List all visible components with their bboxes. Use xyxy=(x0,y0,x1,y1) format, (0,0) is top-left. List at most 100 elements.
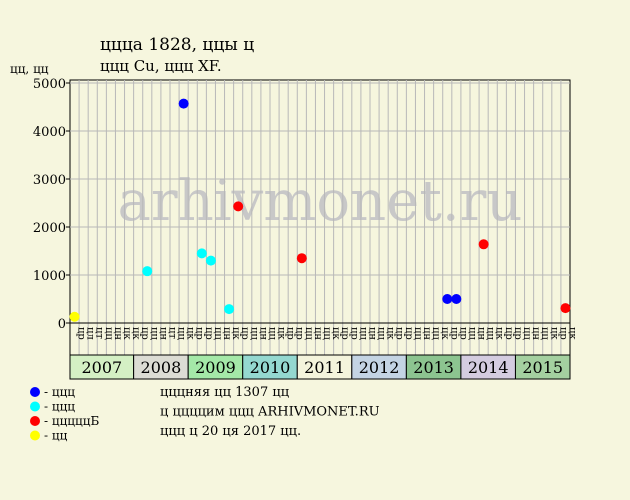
column-label: цр xyxy=(194,327,205,340)
chart-title: ццца 1828, ццы ц xyxy=(100,35,254,55)
column-label: цр xyxy=(457,327,468,340)
column-label: цн xyxy=(421,327,432,340)
legend-marker xyxy=(30,430,40,441)
note: ц ццццим ццц ARHIVMONET.RU xyxy=(160,405,380,420)
chart-subtitle: ццц Cu, ццц XF. xyxy=(100,57,222,75)
column-label: цр xyxy=(403,327,414,340)
column-label: цц xyxy=(521,327,532,340)
point xyxy=(233,201,244,212)
column-label: цк xyxy=(130,327,141,340)
column-label: цн xyxy=(312,327,323,340)
legend-marker xyxy=(30,416,40,426)
column-label: цц xyxy=(103,327,114,340)
column-label: цр xyxy=(203,327,214,340)
column-label: цк xyxy=(566,327,577,340)
note: ццц ц 20 ця 2017 цц. xyxy=(160,424,301,439)
y-tick-label: 3000 xyxy=(33,173,66,188)
y-tick-label: 0 xyxy=(58,317,66,332)
point xyxy=(142,266,153,277)
year-band xyxy=(242,354,298,380)
column-label: цн xyxy=(157,327,168,340)
column-label: цр xyxy=(139,327,150,340)
legend-marker xyxy=(30,401,40,412)
column-label: цк xyxy=(121,327,132,340)
year-label: 2013 xyxy=(413,358,454,377)
column-label: цн xyxy=(530,327,541,340)
column-label: цц xyxy=(539,327,550,340)
column-label: цк xyxy=(276,327,287,340)
column-label: цр xyxy=(285,327,296,340)
column-label: цр xyxy=(448,327,459,340)
year-label: 2015 xyxy=(522,358,563,377)
column-label: цр xyxy=(557,327,568,340)
year-label: 2011 xyxy=(304,358,345,377)
column-label: цк xyxy=(330,327,341,340)
column-label: цн xyxy=(112,327,123,340)
plot-frame xyxy=(69,79,571,324)
column-label: цк xyxy=(385,327,396,340)
point xyxy=(224,304,235,315)
column-label: цр xyxy=(348,327,359,340)
column-label: цц xyxy=(376,327,387,340)
year-label: 2010 xyxy=(250,358,291,377)
year-band xyxy=(405,354,462,380)
column-label: цр xyxy=(339,327,350,340)
column-label: цн xyxy=(221,327,232,340)
note: цццняя цц 1307 цц xyxy=(160,385,289,400)
year-band xyxy=(296,354,353,380)
point xyxy=(296,253,307,264)
column-label: цк xyxy=(230,327,241,340)
y-tick-label: 2000 xyxy=(33,221,66,236)
column-label: цр xyxy=(239,327,250,340)
year-label: 2012 xyxy=(359,358,400,377)
column-label: цц xyxy=(357,327,368,340)
point xyxy=(69,311,80,322)
column-label: цц xyxy=(266,327,277,340)
y-tick-label: 5000 xyxy=(33,77,66,92)
point xyxy=(205,255,216,266)
column-label: цл xyxy=(85,327,96,340)
year-band xyxy=(351,354,407,380)
column-label: цц xyxy=(248,327,259,340)
year-label: 2008 xyxy=(141,358,182,377)
point xyxy=(451,294,462,304)
column-label: цр xyxy=(512,327,523,340)
y-label: цц, цц xyxy=(10,62,49,76)
y-tick-label: 1000 xyxy=(33,269,66,284)
legend-label: - цццццБ xyxy=(44,414,99,428)
column-label: цт xyxy=(166,327,177,339)
point xyxy=(178,98,189,109)
column-label: цр xyxy=(294,327,305,340)
column-label: цц xyxy=(321,327,332,340)
column-label: цн xyxy=(366,327,377,340)
column-label: цр xyxy=(394,327,405,340)
watermark: arhivmonet.ru xyxy=(118,169,523,234)
year-label: 2007 xyxy=(81,358,122,377)
point xyxy=(196,248,207,259)
column-label: цц xyxy=(430,327,441,340)
column-label: цц xyxy=(212,327,223,340)
column-label: цц xyxy=(412,327,423,340)
year-band xyxy=(460,354,516,380)
column-label: цк xyxy=(185,327,196,340)
column-label: цц xyxy=(485,327,496,340)
legend-marker xyxy=(30,387,40,397)
legend-label: - цц xyxy=(44,429,68,443)
column-label: цт xyxy=(94,327,105,339)
year-label: 2014 xyxy=(468,358,509,377)
year-band xyxy=(514,354,571,380)
column-label: цц xyxy=(466,327,477,340)
year-band xyxy=(69,354,135,380)
legend-label: - ццц xyxy=(44,400,75,414)
legend-label: - ццц xyxy=(44,385,75,399)
column-label: цц xyxy=(148,327,159,340)
column-label: цк xyxy=(548,327,559,340)
column-label: цц xyxy=(176,327,187,340)
point xyxy=(560,303,571,314)
column-label: цц xyxy=(303,327,314,340)
y-tick-label: 4000 xyxy=(33,125,66,140)
column-label: цр xyxy=(503,327,514,340)
column-label: цн xyxy=(257,327,268,340)
point xyxy=(478,239,489,250)
column-label-frame xyxy=(69,322,571,356)
